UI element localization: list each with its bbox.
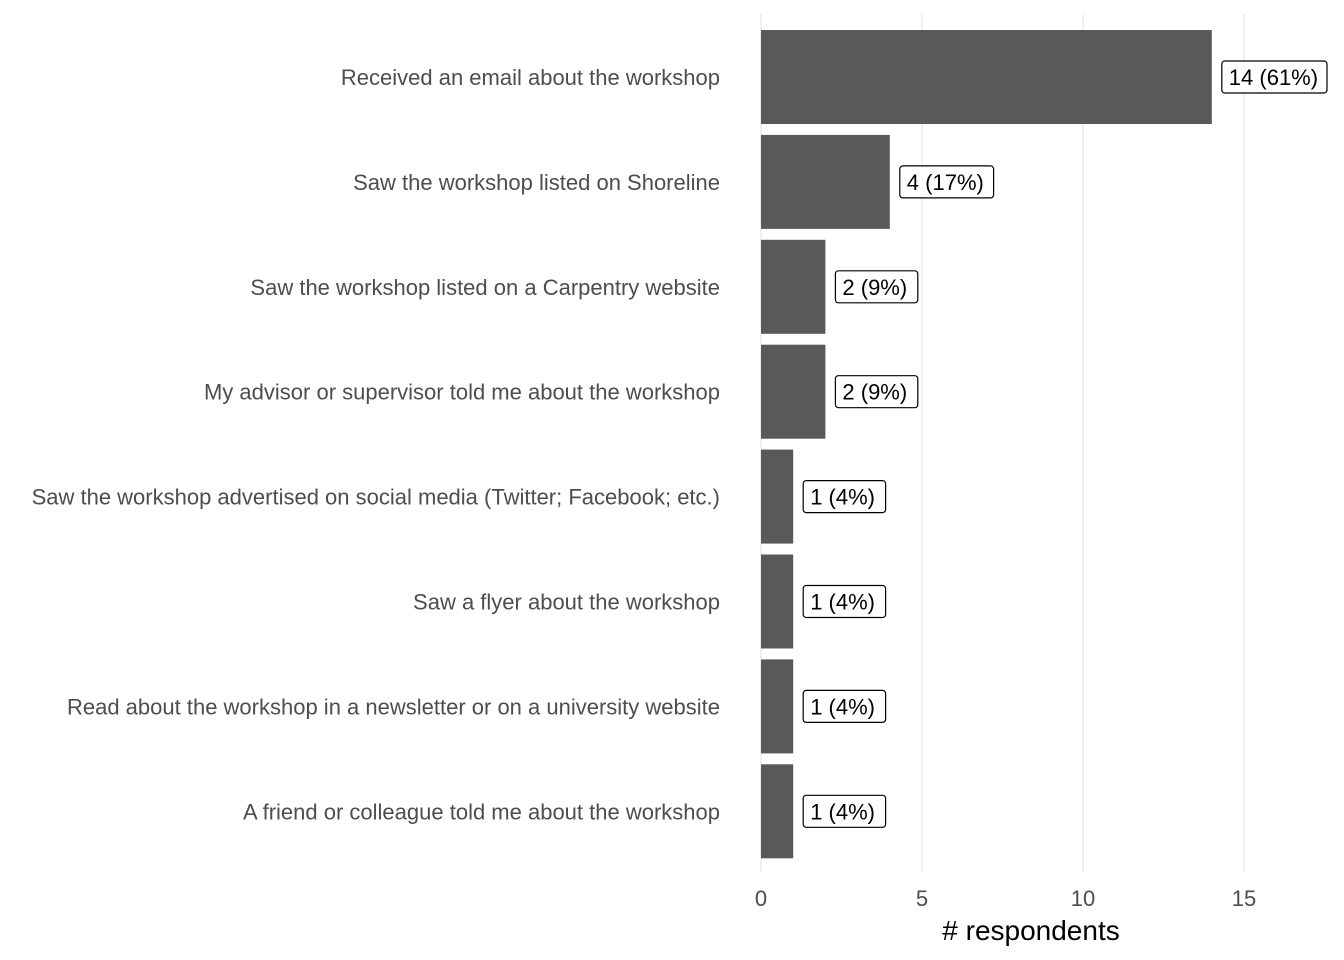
data-label: 14 (61%) bbox=[1221, 60, 1328, 94]
data-label-text: 1 (4%) bbox=[810, 799, 875, 824]
category-label: My advisor or supervisor told me about t… bbox=[204, 380, 720, 405]
data-label-box bbox=[802, 584, 887, 619]
data-label-box bbox=[834, 270, 919, 304]
category-labels: Received an email about the workshop Saw … bbox=[32, 65, 720, 824]
data-label-box bbox=[1221, 60, 1328, 94]
x-tick-label: 5 bbox=[916, 886, 928, 911]
bar bbox=[761, 239, 826, 334]
x-tick-label: 0 bbox=[755, 886, 767, 911]
x-axis-title: # respondents bbox=[942, 915, 1119, 946]
bar bbox=[761, 30, 1212, 124]
category-label: A friend or colleague told me about the … bbox=[243, 799, 720, 824]
bar bbox=[761, 449, 794, 544]
bars bbox=[761, 30, 1212, 859]
data-label-text: 4 (17%) bbox=[907, 170, 984, 195]
data-label: 4 (17%) bbox=[899, 165, 995, 199]
data-label-text: 2 (9%) bbox=[842, 275, 907, 300]
bar bbox=[761, 659, 794, 754]
data-label: 2 (9%) bbox=[834, 375, 919, 409]
category-label: Read about the workshop in a newsletter … bbox=[67, 694, 720, 719]
data-label-text: 1 (4%) bbox=[810, 590, 875, 615]
data-label-box bbox=[802, 480, 887, 514]
data-label-box bbox=[834, 375, 919, 409]
data-label-text: 2 (9%) bbox=[842, 380, 907, 405]
data-label-box bbox=[802, 689, 887, 724]
bar bbox=[761, 344, 826, 439]
data-label-box bbox=[802, 794, 887, 828]
category-label: Saw the workshop listed on Shoreline bbox=[353, 170, 720, 195]
data-label-text: 14 (61%) bbox=[1229, 65, 1318, 90]
bar bbox=[761, 764, 794, 859]
bar bbox=[761, 134, 890, 229]
data-label: 1 (4%) bbox=[802, 480, 887, 514]
data-label: 2 (9%) bbox=[834, 270, 919, 304]
data-label: 1 (4%) bbox=[802, 689, 887, 724]
x-tick-label: 10 bbox=[1071, 886, 1095, 911]
data-label-text: 1 (4%) bbox=[810, 485, 875, 510]
x-axis-ticks: 0 5 10 15 bbox=[755, 886, 1256, 911]
data-label: 1 (4%) bbox=[802, 794, 887, 828]
category-label: Received an email about the workshop bbox=[341, 65, 720, 90]
category-label: Saw the workshop listed on a Carpentry w… bbox=[250, 275, 720, 300]
data-label: 1 (4%) bbox=[802, 584, 887, 619]
data-labels: 14 (61%) 4 (17%) 2 (9%) 2 (9%) 1 (4%) 1 (4%) 1… bbox=[802, 60, 1328, 828]
data-label-box bbox=[899, 165, 995, 199]
data-label-text: 1 (4%) bbox=[810, 694, 875, 719]
category-label: Saw the workshop advertised on social me… bbox=[32, 485, 720, 510]
x-tick-label: 15 bbox=[1232, 886, 1256, 911]
bar bbox=[761, 554, 794, 649]
category-label: Saw a flyer about the workshop bbox=[413, 590, 720, 615]
